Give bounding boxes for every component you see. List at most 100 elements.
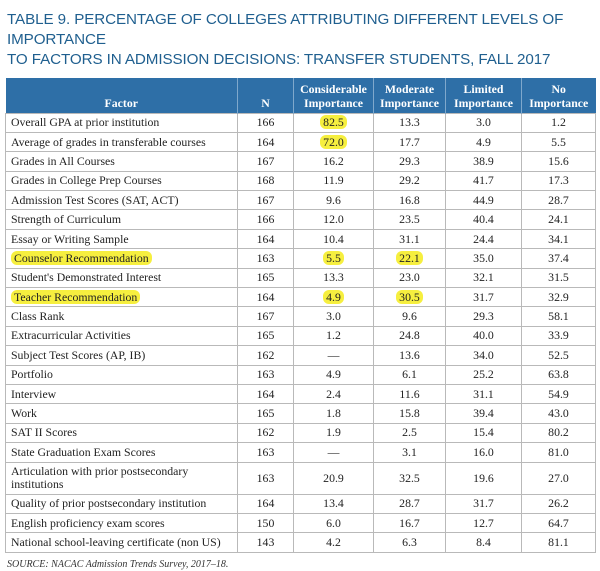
cell-value: Student's Demonstrated Interest xyxy=(11,270,162,285)
cell-value: Average of grades in transferable course… xyxy=(11,134,206,149)
cell-moderate: 9.6 xyxy=(373,306,446,327)
table-row: Grades in All Courses 167 16.2 29.3 38.9 15.6 xyxy=(5,151,596,172)
cell-value: Articulation with prior postsecondary in… xyxy=(11,464,189,492)
cell-value: 29.2 xyxy=(399,173,420,188)
cell-n: 150 xyxy=(237,512,294,534)
table-row: Teacher Recommendation 164 4.9 30.5 31.7 32.9 xyxy=(5,287,596,308)
header-n: N xyxy=(237,78,294,113)
table-row: Overall GPA at prior institution 166 82.5 1… xyxy=(5,112,596,133)
cell-limited: 40.4 xyxy=(445,209,522,230)
cell-moderate: 29.2 xyxy=(373,170,446,192)
cell-value: SAT II Scores xyxy=(11,425,77,440)
importance-table: Factor N Considerable Importance Moderat… xyxy=(5,78,596,553)
table-row: SAT II Scores 162 1.9 2.5 15.4 80.2 xyxy=(5,422,596,444)
cell-factor: Class Rank xyxy=(5,306,238,327)
cell-value: Grades in College Prep Courses xyxy=(11,173,162,188)
cell-value: 52.5 xyxy=(548,347,569,362)
cell-value: 16.7 xyxy=(399,515,420,530)
cell-considerable: 20.9 xyxy=(293,461,374,495)
cell-value: 32.9 xyxy=(548,289,569,304)
cell-value: 2.4 xyxy=(326,386,341,401)
cell-limited: 40.0 xyxy=(445,325,522,347)
cell-value: 167 xyxy=(256,153,275,168)
cell-value: 39.4 xyxy=(473,406,494,421)
cell-value: Interview xyxy=(11,386,57,401)
cell-moderate: 29.3 xyxy=(373,151,446,172)
cell-moderate: 17.7 xyxy=(373,131,446,153)
table-row: Interview 164 2.4 11.6 31.1 54.9 xyxy=(5,383,596,405)
cell-value: Portfolio xyxy=(11,367,53,382)
cell-none: 24.1 xyxy=(521,209,596,230)
cell-value: 29.3 xyxy=(399,153,420,168)
cell-n: 164 xyxy=(237,228,294,250)
cell-moderate: 23.0 xyxy=(373,267,446,289)
cell-considerable: 1.8 xyxy=(293,403,374,424)
header-row: Factor N Considerable Importance Moderat… xyxy=(5,78,596,113)
cell-none: 28.7 xyxy=(521,190,596,211)
cell-value: 15.8 xyxy=(399,406,420,421)
cell-value: 81.0 xyxy=(548,444,569,459)
cell-value: 6.1 xyxy=(402,367,417,382)
cell-value: 24.1 xyxy=(548,212,569,227)
highlighted-value: Teacher Recommendation xyxy=(11,289,141,304)
cell-n: 164 xyxy=(237,493,294,514)
cell-value: 32.1 xyxy=(473,270,494,285)
cell-n: 162 xyxy=(237,422,294,444)
table-row: Grades in College Prep Courses 168 11.9 29.… xyxy=(5,170,596,192)
cell-value: 165 xyxy=(256,406,275,421)
cell-moderate: 3.1 xyxy=(373,442,446,463)
cell-value: 165 xyxy=(256,328,275,343)
cell-n: 143 xyxy=(237,532,294,553)
cell-moderate: 2.5 xyxy=(373,422,446,444)
cell-value: 27.0 xyxy=(548,470,569,485)
cell-value: 164 xyxy=(256,496,275,511)
cell-value: Extracurricular Activities xyxy=(11,328,131,343)
cell-value: 24.8 xyxy=(399,328,420,343)
cell-value: 1.8 xyxy=(326,406,341,421)
table-row: Average of grades in transferable course… xyxy=(5,131,596,153)
cell-factor: Counselor Recommendation xyxy=(5,248,238,269)
table-row: Articulation with prior postsecondary in… xyxy=(5,461,596,495)
cell-considerable: — xyxy=(293,345,374,366)
cell-factor: Extracurricular Activities xyxy=(5,325,238,347)
cell-value: 24.4 xyxy=(473,231,494,246)
cell-value: 15.6 xyxy=(548,153,569,168)
table-row: English proficiency exam scores 150 6.0 16.… xyxy=(5,512,596,534)
cell-none: 43.0 xyxy=(521,403,596,424)
cell-moderate: 22.1 xyxy=(373,248,446,269)
cell-factor: Articulation with prior postsecondary in… xyxy=(5,461,238,495)
cell-limited: 31.7 xyxy=(445,287,522,308)
cell-value: 13.3 xyxy=(399,115,420,130)
cell-value: 31.1 xyxy=(473,386,494,401)
cell-none: 81.0 xyxy=(521,442,596,463)
cell-limited: 15.4 xyxy=(445,422,522,444)
cell-n: 164 xyxy=(237,287,294,308)
cell-factor: Portfolio xyxy=(5,364,238,385)
cell-none: 80.2 xyxy=(521,422,596,444)
cell-value: 164 xyxy=(256,134,275,149)
cell-limited: 38.9 xyxy=(445,151,522,172)
cell-n: 165 xyxy=(237,267,294,289)
cell-value: State Graduation Exam Scores xyxy=(11,444,156,459)
cell-n: 163 xyxy=(237,461,294,495)
cell-n: 167 xyxy=(237,151,294,172)
cell-value: 16.8 xyxy=(399,192,420,207)
cell-value: 31.1 xyxy=(399,231,420,246)
cell-n: 165 xyxy=(237,325,294,347)
cell-n: 167 xyxy=(237,190,294,211)
source-note: SOURCE: NACAC Admission Trends Survey, 2… xyxy=(7,558,229,570)
cell-value: 2.5 xyxy=(402,425,417,440)
cell-moderate: 32.5 xyxy=(373,461,446,495)
cell-value: Grades in All Courses xyxy=(11,153,115,168)
cell-factor: National school-leaving certificate (non… xyxy=(5,532,238,553)
highlighted-value: Counselor Recommendation xyxy=(11,250,152,265)
cell-n: 166 xyxy=(237,112,294,133)
header-considerable: Considerable Importance xyxy=(293,78,374,113)
cell-value: Subject Test Scores (AP, IB) xyxy=(11,347,146,362)
cell-n: 165 xyxy=(237,403,294,424)
cell-considerable: 10.4 xyxy=(293,228,374,250)
table-row: Essay or Writing Sample 164 10.4 31.1 24.4 34… xyxy=(5,228,596,250)
cell-value: 3.0 xyxy=(476,115,491,130)
cell-n: 164 xyxy=(237,383,294,405)
cell-limited: 31.1 xyxy=(445,383,522,405)
